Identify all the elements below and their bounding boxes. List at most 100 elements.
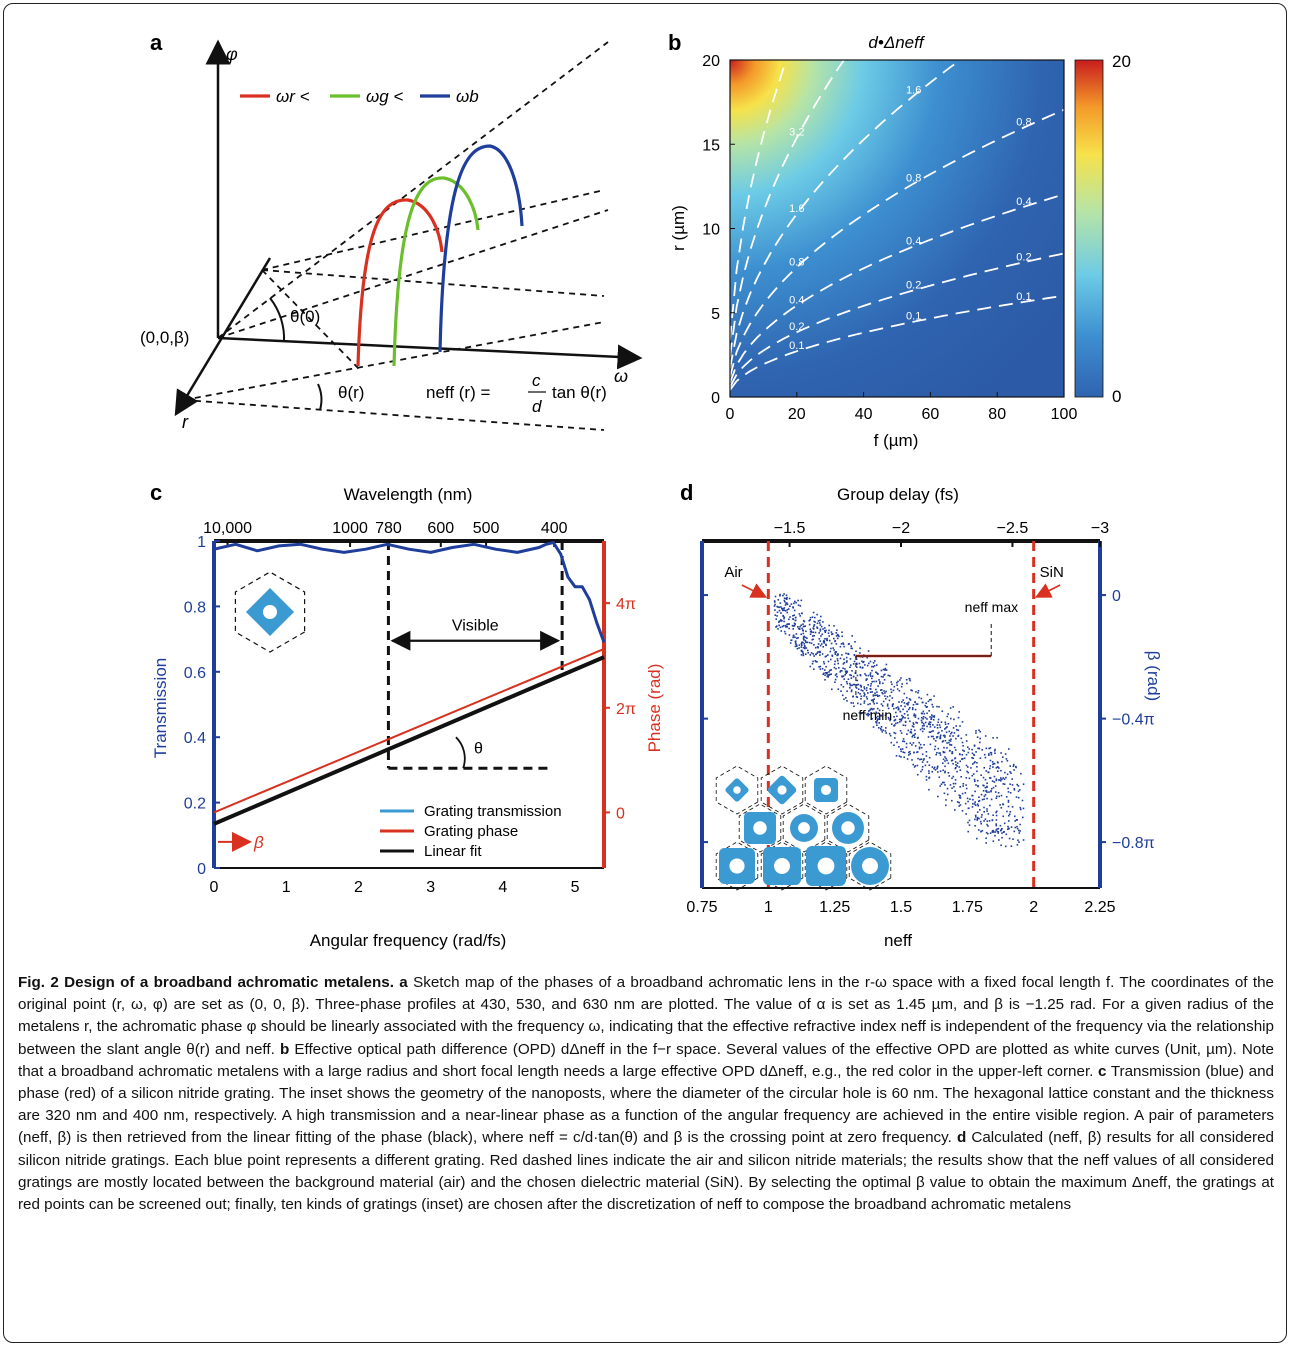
x-tick-label-c: 5 <box>571 879 580 896</box>
scatter-point <box>925 702 927 704</box>
scatter-point <box>1000 777 1002 779</box>
scatter-point <box>813 668 815 670</box>
scatter-point <box>986 786 988 788</box>
scatter-point <box>782 615 785 618</box>
scatter-point <box>827 632 830 634</box>
scatter-point <box>899 721 901 723</box>
scatter-point <box>880 669 883 672</box>
scatter-point <box>843 645 845 648</box>
scatter-point <box>951 751 954 753</box>
scatter-point <box>789 605 791 607</box>
scatter-point <box>810 631 813 633</box>
scatter-point <box>777 628 779 630</box>
scatter-point <box>982 776 985 779</box>
scatter-point <box>976 816 979 819</box>
scatter-point <box>912 763 914 766</box>
scatter-point <box>865 674 867 677</box>
scatter-point <box>891 705 894 707</box>
scatter-point <box>842 675 845 677</box>
scatter-point <box>819 654 821 656</box>
scatter-point <box>808 619 810 622</box>
scatter-point <box>952 782 955 785</box>
scatter-point <box>816 661 818 663</box>
scatter-point <box>902 740 904 742</box>
scatter-point <box>913 766 916 768</box>
chart-d-plot: 0.75 1 1.25 1.5 1.75 2 2.25 −1.5 −2 −2.5 −3 0 −0.4π −… <box>686 520 1154 916</box>
scatter-point <box>792 628 794 630</box>
scatter-point <box>956 728 958 731</box>
beta-label: β <box>253 833 264 852</box>
scatter-point <box>823 661 825 663</box>
legend-label-c: Grating phase <box>424 823 518 840</box>
scatter-point <box>851 684 853 687</box>
scatter-point <box>836 637 839 640</box>
scatter-point <box>889 734 892 737</box>
scatter-point <box>948 739 951 742</box>
scatter-point <box>802 641 804 644</box>
scatter-point <box>897 706 899 708</box>
contour-label: 0.8 <box>1016 117 1031 129</box>
scatter-point <box>865 687 868 689</box>
scatter-point <box>798 644 801 646</box>
phi-axis-label: φ <box>226 44 238 64</box>
scatter-point <box>794 619 797 622</box>
scatter-point <box>815 660 817 663</box>
scatter-point <box>838 667 840 669</box>
scatter-point <box>934 740 937 742</box>
scatter-point <box>852 695 854 698</box>
scatter-point <box>882 692 884 695</box>
scatter-point <box>784 604 787 606</box>
scatter-point <box>802 623 804 625</box>
scatter-point <box>1018 841 1020 843</box>
scatter-point <box>1013 789 1016 791</box>
scatter-point <box>971 763 974 765</box>
scatter-point <box>916 764 919 767</box>
scatter-point <box>972 802 974 805</box>
scatter-point <box>836 629 838 631</box>
scatter-point <box>944 736 946 738</box>
scatter-point <box>880 714 882 717</box>
scatter-point <box>979 741 981 744</box>
scatter-point <box>822 673 824 676</box>
scatter-point <box>824 674 826 676</box>
scatter-point <box>919 758 921 761</box>
scatter-point <box>842 643 845 645</box>
scatter-point <box>776 605 778 608</box>
scatter-point <box>884 673 886 676</box>
scatter-point <box>781 625 784 628</box>
scatter-point <box>942 758 945 761</box>
scatter-point <box>843 698 845 701</box>
scatter-point <box>971 752 974 755</box>
scatter-point <box>892 689 895 692</box>
scatter-point <box>900 756 902 758</box>
scatter-point <box>839 671 841 673</box>
scatter-point <box>795 643 797 645</box>
x-tick-label-d: 1.25 <box>819 899 850 916</box>
scatter-point <box>779 594 781 597</box>
scatter-point <box>946 726 948 728</box>
inset-hexagon <box>234 571 306 653</box>
scatter-point <box>891 683 893 686</box>
scatter-point <box>1004 753 1007 755</box>
scatter-point <box>852 663 855 665</box>
inset-cell-hexagon <box>738 803 782 853</box>
scatter-point <box>961 810 964 812</box>
scatter-point <box>876 664 878 666</box>
scatter-point <box>802 630 804 632</box>
scatter-point <box>923 728 925 730</box>
scatter-point <box>867 703 869 706</box>
scatter-point <box>893 685 896 688</box>
scatter-point <box>1014 826 1017 829</box>
scatter-point <box>959 804 962 806</box>
scatter-point <box>976 803 979 806</box>
scatter-point <box>918 696 920 699</box>
scatter-point <box>968 819 971 822</box>
scatter-point <box>961 758 963 760</box>
scatter-point <box>819 644 822 647</box>
scatter-point <box>962 758 964 760</box>
scatter-point <box>954 757 957 759</box>
scatter-point <box>929 726 932 728</box>
scatter-point <box>975 751 977 753</box>
scatter-point <box>985 831 988 834</box>
scatter-point <box>884 730 887 732</box>
